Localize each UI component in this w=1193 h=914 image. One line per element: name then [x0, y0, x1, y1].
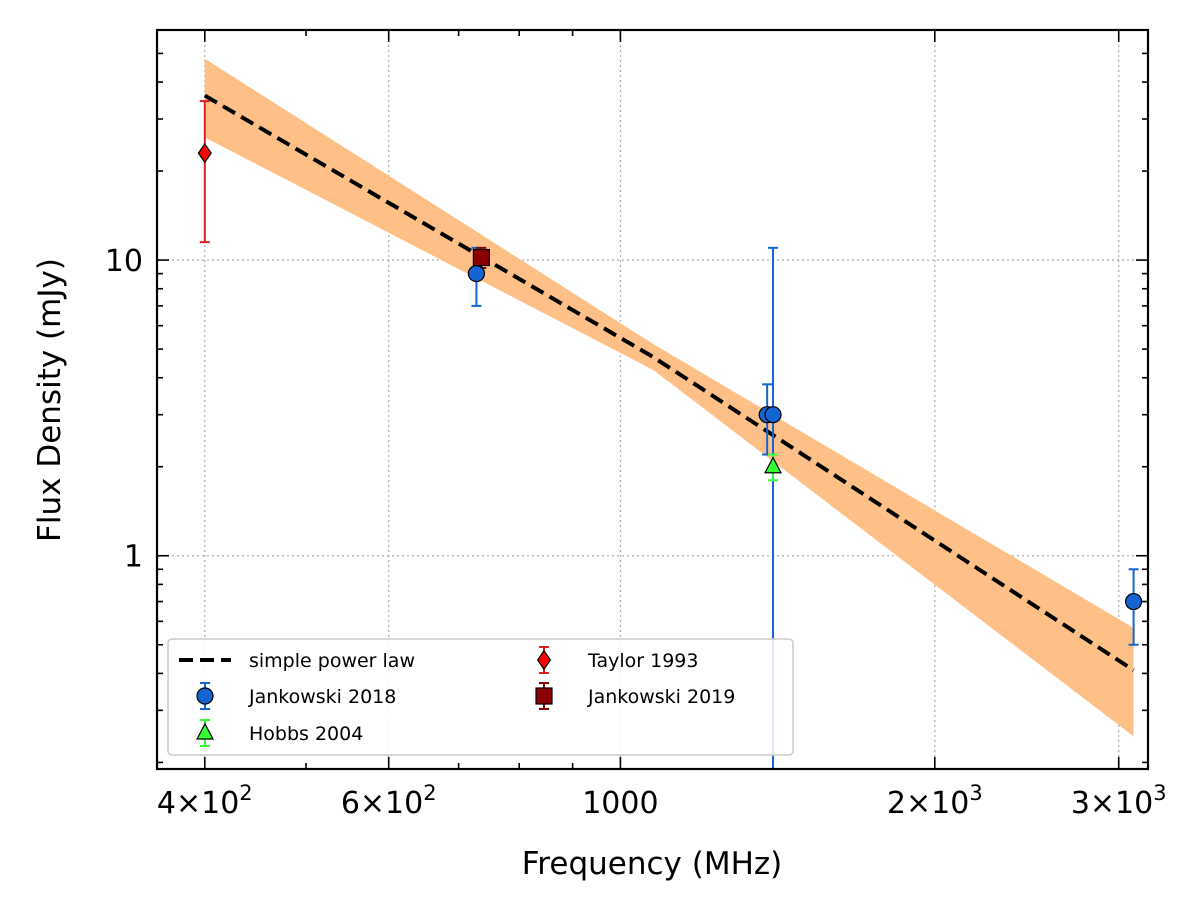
data-point-s3-p0 — [472, 248, 490, 267]
x-tick-exponent-0: 2 — [239, 781, 252, 805]
fit-uncertainty-band — [204, 58, 1134, 737]
data-point-s0-p2 — [764, 406, 782, 424]
data-markers — [197, 142, 1143, 611]
x-tick-times-1: ×10 — [360, 786, 423, 821]
axis-ticks — [157, 29, 1148, 769]
x-tick-mantissa-0: 4 — [157, 786, 176, 821]
x-tick-label-3: 2×103 — [887, 781, 983, 821]
x-axis-label: Frequency (MHz) — [522, 846, 783, 882]
legend-label-2: Hobbs 2004 — [249, 723, 363, 745]
data-point-s1-p0 — [764, 456, 783, 474]
x-tick-label-1: 6×102 — [341, 781, 437, 821]
legend-marker-0 — [196, 687, 214, 705]
legend-marker-2 — [536, 649, 552, 671]
x-tick-label-2: 1000 — [582, 786, 658, 821]
legend: simple power law Jankowski 2018 Hobbs 2004… — [167, 638, 794, 756]
fit-band — [204, 58, 1134, 737]
fit-line-group — [203, 93, 1135, 672]
plot-frame — [155, 28, 1150, 771]
x-tick-mantissa-1: 6 — [341, 786, 360, 821]
x-tick-mantissa-3: 2 — [887, 786, 906, 821]
x-tick-exponent-1: 2 — [423, 781, 436, 805]
y-tick-label-1: 10 — [105, 244, 143, 279]
legend-label-3: Taylor 1993 — [587, 650, 698, 672]
data-point-s0-p0 — [467, 265, 486, 283]
data-point-s2-p0 — [197, 142, 212, 164]
legend-label-4: Jankowski 2019 — [587, 686, 735, 708]
y-tick-label-0: 1 — [124, 540, 143, 575]
legend-label-1: Jankowski 2018 — [248, 686, 396, 708]
x-tick-mantissa-4: 3 — [1071, 786, 1090, 821]
x-tick-label-text-2: 1000 — [582, 786, 658, 821]
x-tick-exponent-4: 3 — [1153, 781, 1166, 805]
x-tick-times-0: ×10 — [176, 786, 239, 821]
x-tick-times-4: ×10 — [1090, 786, 1153, 821]
x-tick-exponent-3: 3 — [969, 781, 982, 805]
x-tick-label-0: 4×102 — [157, 781, 253, 821]
legend-marker-3 — [535, 687, 553, 705]
x-tick-label-4: 3×103 — [1071, 781, 1167, 821]
x-tick-times-3: ×10 — [906, 786, 969, 821]
legend-marker-1 — [196, 722, 214, 740]
data-point-s0-p3 — [1124, 592, 1143, 611]
legend-label-0: simple power law — [249, 650, 415, 672]
y-axis-label: Flux Density (mJy) — [32, 258, 68, 542]
fit-line — [203, 93, 1135, 672]
legend-box — [167, 638, 794, 756]
